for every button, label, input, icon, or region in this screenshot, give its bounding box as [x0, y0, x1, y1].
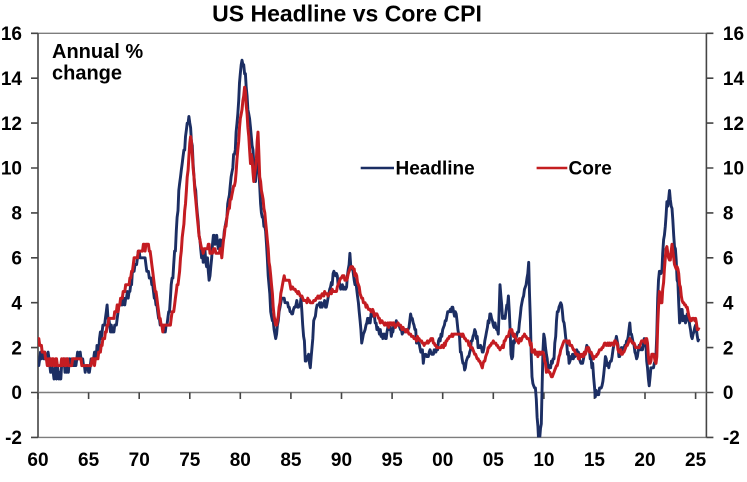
svg-text:2: 2 — [723, 338, 734, 359]
svg-text:70: 70 — [129, 450, 150, 471]
svg-text:20: 20 — [634, 450, 655, 471]
svg-text:Headline: Headline — [396, 159, 475, 180]
svg-text:10: 10 — [1, 159, 22, 180]
svg-text:90: 90 — [331, 450, 352, 471]
svg-text:85: 85 — [280, 450, 302, 471]
svg-text:4: 4 — [723, 293, 734, 314]
svg-text:Core: Core — [569, 159, 612, 180]
svg-text:US Headline vs Core CPI: US Headline vs Core CPI — [212, 1, 482, 27]
svg-text:-2: -2 — [5, 428, 22, 449]
svg-text:95: 95 — [382, 450, 404, 471]
svg-text:-2: -2 — [723, 428, 740, 449]
svg-text:25: 25 — [685, 450, 707, 471]
svg-text:65: 65 — [78, 450, 100, 471]
svg-text:75: 75 — [179, 450, 201, 471]
svg-text:8: 8 — [11, 204, 22, 225]
svg-text:00: 00 — [432, 450, 453, 471]
svg-text:15: 15 — [584, 450, 606, 471]
svg-text:12: 12 — [1, 114, 22, 135]
svg-text:0: 0 — [723, 383, 734, 404]
svg-text:10: 10 — [723, 159, 744, 180]
svg-text:2: 2 — [11, 338, 22, 359]
svg-text:14: 14 — [1, 69, 23, 90]
svg-text:16: 16 — [1, 24, 22, 45]
svg-text:0: 0 — [11, 383, 22, 404]
svg-text:Annual %: Annual % — [52, 41, 143, 63]
svg-text:16: 16 — [723, 24, 744, 45]
svg-text:10: 10 — [533, 450, 554, 471]
svg-text:4: 4 — [11, 293, 22, 314]
svg-text:60: 60 — [27, 450, 48, 471]
svg-text:6: 6 — [11, 249, 22, 270]
svg-text:12: 12 — [723, 114, 744, 135]
svg-text:change: change — [52, 63, 122, 85]
svg-text:8: 8 — [723, 204, 734, 225]
svg-text:14: 14 — [723, 69, 745, 90]
svg-text:80: 80 — [230, 450, 251, 471]
svg-text:6: 6 — [723, 249, 734, 270]
svg-text:05: 05 — [483, 450, 505, 471]
